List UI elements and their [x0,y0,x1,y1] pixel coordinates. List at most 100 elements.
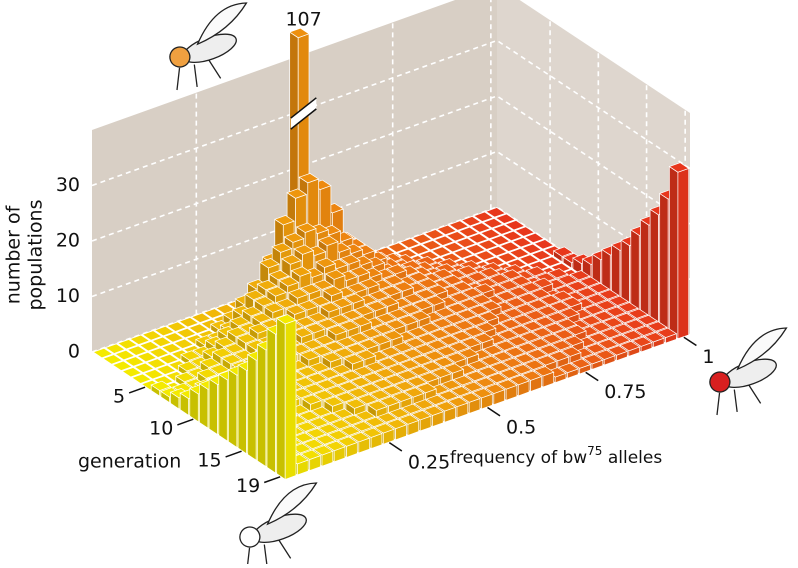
bar-top [400,304,422,315]
bar-top [359,278,380,289]
bar-top [579,276,600,287]
bar [166,321,187,332]
bar-top [392,342,414,353]
bar [668,162,690,340]
bar-top [229,316,251,327]
bar-top [388,308,409,319]
x-tick-label: 0.25 [408,451,450,473]
bar-top [432,268,454,279]
bar [121,367,143,378]
bar-top [526,348,548,360]
bar-top [627,308,649,319]
bar-top [311,345,333,356]
bar-top [582,354,604,365]
bar-top [163,332,185,343]
bar-top [489,235,511,246]
bar-top [467,360,489,371]
bar [409,244,430,255]
bar-top [177,361,199,372]
bar [117,339,138,350]
bar [163,332,185,343]
bar [443,242,465,253]
y-tick-label: 5 [113,385,125,407]
bar-top [423,405,444,416]
bar-top [286,188,308,199]
bar-top [281,254,302,265]
bar-top [441,324,463,335]
bar [423,229,445,240]
bar-top [300,449,322,460]
bar-top [520,282,542,293]
bar-top [347,387,369,398]
bar-top [331,297,353,309]
bar [155,364,177,375]
bar [492,224,514,235]
bar-top [411,354,433,366]
bar [139,341,160,352]
bar-top [416,382,437,394]
bar-top [456,309,478,320]
bar-top [433,356,455,368]
bar-top [131,373,152,384]
bar-top [310,406,332,417]
bar-top [315,434,337,445]
bar-front [677,167,690,340]
bar-top [457,265,479,276]
bar-top [365,361,387,372]
bar [399,238,421,249]
bar-top [295,222,317,233]
bar [92,347,114,359]
bar [485,207,507,218]
bar-top [374,368,396,379]
bar-top [308,417,330,428]
bar-top [431,367,452,378]
bar-top [360,383,381,394]
bar-top [263,302,285,313]
bar-top [424,350,445,361]
bar-top [521,370,543,381]
bar-top [523,359,545,370]
bar-top [139,341,160,352]
bar-top [569,270,591,281]
bar-top [558,362,579,374]
bar-top [463,326,485,337]
bar-top [617,302,639,313]
bar-top [452,248,474,259]
axis-break [290,108,317,130]
bar-top [527,299,549,310]
bar-top [396,370,418,381]
bar-top [448,341,470,352]
bar-top [470,222,492,233]
bar-top [341,309,363,321]
bar-top [468,304,490,316]
bar-top [417,333,438,344]
bar-top [530,288,551,299]
bar-top [290,443,312,454]
bar-top [357,394,379,405]
bar [151,336,173,347]
x-tick [487,406,501,417]
bar-top [325,440,346,452]
bar-top [583,304,605,315]
bar-top [515,303,536,314]
bar-top [546,312,568,323]
bar-top [401,403,423,414]
bar [448,220,470,231]
bar-top [380,346,401,357]
bar-side [266,327,276,474]
bar-top [466,271,488,282]
fly-icon [169,2,248,91]
bar-top [540,256,562,267]
bar-top [314,334,336,346]
bar-top [362,372,384,383]
bar [129,334,151,345]
bar-top [411,233,433,244]
bar-top [342,414,364,426]
bar-top [544,322,565,334]
bar-top [487,372,508,384]
bar [430,246,452,257]
bar-top [498,280,520,291]
bar [102,354,124,365]
bar [474,250,496,261]
